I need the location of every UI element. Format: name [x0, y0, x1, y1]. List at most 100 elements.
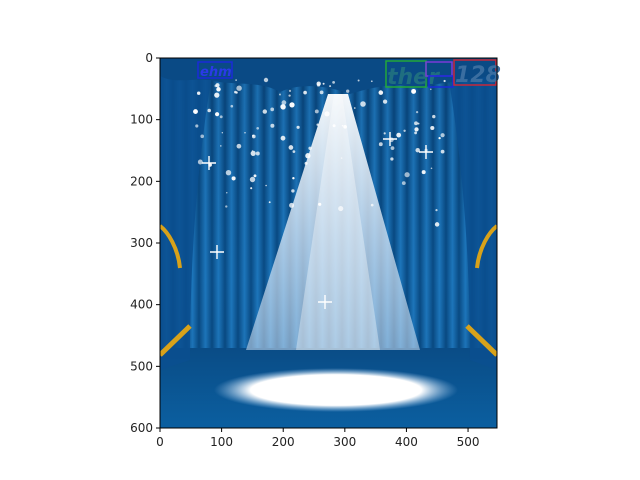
overlay-text-4: 128: [455, 63, 501, 88]
sparkle: [226, 192, 228, 194]
sparkle: [318, 202, 322, 206]
sparkle: [270, 123, 275, 128]
sparkles: [193, 77, 446, 309]
sparkle: [296, 125, 300, 129]
sparkle: [308, 146, 312, 150]
sparkle: [414, 131, 418, 135]
stage-image: [160, 58, 497, 428]
sparkle: [263, 77, 269, 83]
sparkle: [343, 125, 347, 129]
curtain-fold: [212, 58, 225, 358]
sparkle: [319, 90, 324, 95]
sparkle: [329, 85, 332, 88]
sparkle: [215, 112, 220, 117]
sparkle: [207, 108, 211, 113]
sparkle: [288, 94, 291, 97]
sparkle: [305, 153, 311, 159]
sparkle: [256, 126, 260, 130]
sparkle: [249, 176, 256, 183]
sparkle: [195, 124, 199, 128]
overlay-text-0: ehm: [200, 65, 232, 80]
sparkle: [415, 110, 419, 114]
spotlight-beam: [246, 94, 420, 350]
sparkle: [434, 222, 440, 227]
star-sparkle: [383, 132, 397, 146]
curtain-fold: [433, 58, 446, 358]
sparkle: [253, 174, 257, 178]
sparkle: [370, 203, 374, 207]
sparkle: [440, 133, 445, 138]
sparkle: [236, 143, 242, 149]
sparkle: [196, 91, 201, 95]
x-tick-label: 100: [210, 435, 233, 449]
sparkle: [341, 124, 344, 127]
sparkle: [234, 90, 237, 94]
x-axis: 0 100 200 300 400 500: [156, 428, 479, 449]
y-tick-label: 400: [130, 298, 153, 312]
sparkle: [382, 99, 388, 104]
sparkle: [291, 189, 295, 193]
sparkle: [270, 107, 275, 112]
right-curtain-trim: [465, 324, 497, 357]
sparkle: [230, 104, 234, 108]
curtain-fold: [420, 58, 433, 358]
star-sparkle: [210, 245, 224, 259]
right-tassel-rope: [475, 224, 497, 269]
sparkle: [280, 104, 286, 110]
sparkle: [430, 88, 432, 91]
sparkle: [390, 157, 394, 161]
sparkle: [289, 202, 295, 208]
sparkle: [346, 89, 350, 93]
curtain-fold: [225, 58, 238, 358]
left-tassel-rope: [160, 224, 182, 269]
sparkle: [383, 132, 386, 135]
sparkle: [332, 124, 336, 128]
sparkle: [314, 109, 319, 114]
sparkle: [304, 161, 308, 165]
sparkle: [268, 201, 271, 204]
sparkle: [197, 159, 203, 165]
sparkle: [438, 136, 441, 140]
sparkle: [404, 172, 410, 178]
x-tick-label: 400: [395, 435, 418, 449]
sparkle: [338, 206, 344, 212]
right-drape: [445, 58, 497, 370]
left-curtain-trim: [160, 324, 192, 357]
y-axis: 0 100 200 300 400 500 600: [130, 51, 160, 435]
sparkle: [280, 135, 286, 141]
sparkle: [417, 122, 420, 125]
sparkle: [411, 88, 417, 94]
sparkle: [292, 150, 296, 153]
curtain-fold: [238, 58, 251, 358]
sparkle: [357, 79, 360, 82]
curtain-fold: [251, 58, 264, 358]
overlay-4: 128: [453, 59, 501, 88]
sparkle: [225, 169, 232, 176]
y-tick-label: 600: [130, 421, 153, 435]
sparkle: [244, 132, 246, 134]
sparkle: [316, 123, 319, 126]
sparkle: [396, 132, 402, 138]
sparkle: [221, 132, 223, 134]
x-tick-label: 500: [457, 435, 480, 449]
sparkle: [414, 127, 419, 132]
sparkle: [220, 145, 222, 147]
sparkle: [354, 107, 356, 109]
x-tick-label: 0: [156, 435, 164, 449]
sparkle: [279, 93, 281, 96]
sparkle: [430, 125, 435, 131]
sparkle: [214, 84, 217, 88]
sparkle: [390, 146, 395, 150]
sparkle: [231, 176, 236, 181]
overlay-1: ther: [385, 60, 440, 90]
sparkle: [403, 129, 406, 132]
sparkle: [440, 149, 445, 154]
sparkle: [322, 82, 325, 85]
sparkle: [303, 90, 307, 95]
star-sparkle: [202, 156, 216, 170]
sparkle: [421, 170, 426, 175]
sparkle: [214, 92, 220, 98]
sparkle: [370, 80, 373, 83]
sparkle: [292, 177, 295, 180]
